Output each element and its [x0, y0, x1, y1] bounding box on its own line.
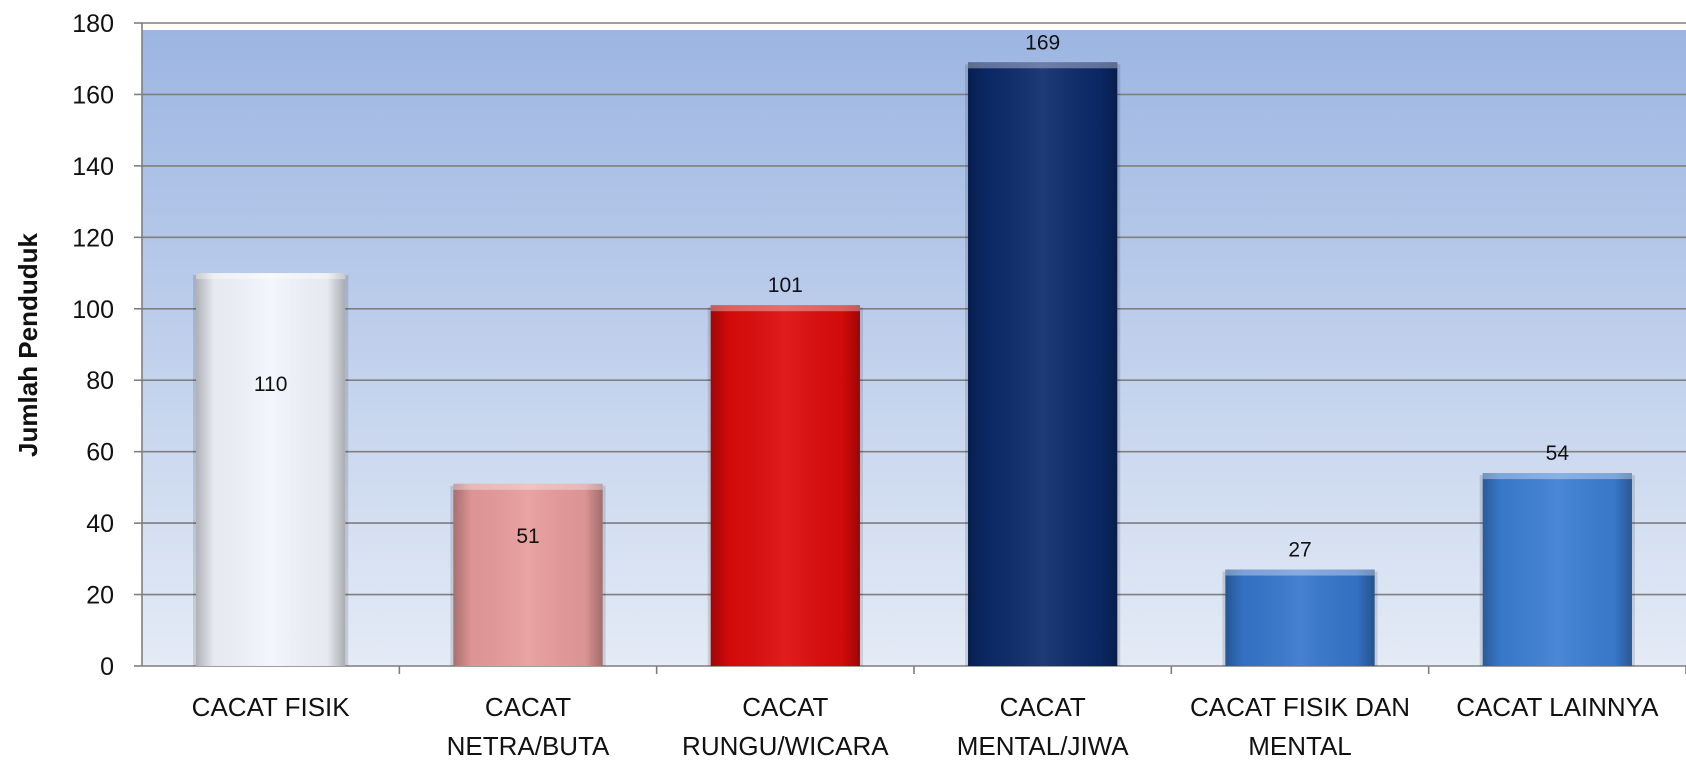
- y-axis-title: Jumlah Penduduk: [13, 233, 43, 457]
- data-label: 101: [768, 274, 803, 297]
- bar-shading: [196, 273, 346, 666]
- bar-shading: [1482, 473, 1632, 666]
- y-tick-label: 40: [86, 510, 114, 538]
- x-category-label: CACAT: [485, 692, 571, 722]
- y-tick-label: 180: [72, 10, 114, 38]
- x-category-label: MENTAL: [1248, 731, 1352, 761]
- bar-top-highlight: [453, 483, 603, 490]
- x-category-label: CACAT: [1000, 692, 1086, 722]
- y-tick-label: 20: [86, 582, 114, 610]
- x-category-label: RUNGU/WICARA: [682, 731, 889, 761]
- y-tick-label: 0: [100, 653, 114, 681]
- bar-shading: [968, 62, 1118, 667]
- y-tick-label: 80: [86, 367, 114, 395]
- x-category-label: CACAT FISIK: [192, 692, 351, 722]
- x-category-label: MENTAL/JIWA: [957, 731, 1130, 761]
- data-label: 54: [1546, 442, 1570, 465]
- y-tick-label: 120: [72, 224, 114, 252]
- bar-top-highlight: [1225, 569, 1375, 576]
- labels: 0 20 40 60 80 100 120 140 160 180 110 CACAT FISIK 51…: [72, 10, 1659, 761]
- bar-top-highlight: [196, 273, 346, 280]
- bar-shading: [453, 483, 603, 666]
- bar-top-highlight: [1482, 473, 1632, 480]
- data-label: 27: [1288, 539, 1311, 562]
- bar-top-highlight: [710, 305, 860, 312]
- y-tick-label: 140: [72, 153, 114, 181]
- data-label: 51: [516, 525, 539, 548]
- data-label: 110: [254, 373, 287, 396]
- bars: [193, 62, 1635, 667]
- bar-shading: [1225, 569, 1375, 666]
- x-category-label: NETRA/BUTA: [447, 731, 610, 761]
- plot-background: [142, 30, 1686, 666]
- x-category-label: CACAT: [742, 692, 828, 722]
- gridlines: [142, 22, 1686, 596]
- data-label: 169: [1025, 31, 1060, 54]
- axes: [134, 22, 1686, 674]
- x-category-label: CACAT FISIK DAN: [1190, 692, 1410, 722]
- x-category-label: CACAT LAINNYA: [1456, 692, 1659, 722]
- y-tick-label: 160: [72, 81, 114, 109]
- y-tick-label: 60: [86, 439, 114, 467]
- bar-shading: [710, 305, 860, 666]
- y-tick-label: 100: [72, 296, 114, 324]
- bar-top-highlight: [968, 62, 1118, 69]
